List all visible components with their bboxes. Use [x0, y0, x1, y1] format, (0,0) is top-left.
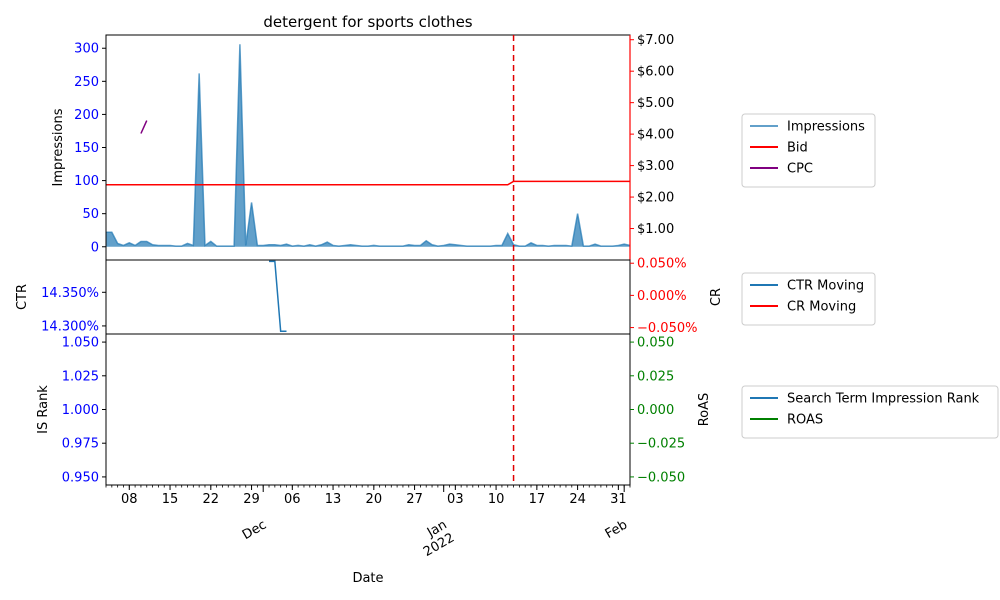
x-tick-label: 20: [366, 492, 383, 507]
x-tick-label: 03: [447, 492, 464, 507]
right-tick-label: 0.025: [637, 369, 674, 384]
right-tick-label: −0.025: [637, 437, 685, 452]
x-tick-label: 27: [406, 492, 423, 507]
x-month-label-line: Feb: [603, 517, 630, 542]
right-tick-label: −0.050%: [637, 321, 697, 336]
right-tick-label: $6.00: [637, 65, 674, 80]
right-axis-label: CR: [709, 288, 724, 306]
ctr-moving-line: [269, 260, 287, 333]
left-tick-label: 1.050: [62, 336, 99, 351]
right-tick-label: 0.000: [637, 403, 674, 418]
x-tick-label: 29: [243, 492, 260, 507]
bid-line: [106, 180, 630, 186]
x-month-label-line: Dec: [240, 517, 269, 543]
right-tick-label: $1.00: [637, 222, 674, 237]
right-tick-label: $4.00: [637, 128, 674, 143]
left-tick-label: 1.000: [62, 403, 99, 418]
right-tick-label: 0.000%: [637, 289, 687, 304]
panel-frame-1: [105, 259, 631, 335]
right-tick-label: $3.00: [637, 159, 674, 174]
x-tick-label: 06: [284, 492, 301, 507]
legend-box: [741, 385, 999, 439]
x-axis-label: Date: [352, 571, 383, 586]
impressions-line: [106, 44, 630, 247]
legend-label: CPC: [787, 162, 813, 177]
x-tick-label: 24: [569, 492, 586, 507]
right-tick-label: $5.00: [637, 96, 674, 111]
legend-label: CTR Moving: [787, 279, 864, 294]
right-tick-label: 0.050%: [637, 257, 687, 272]
left-tick-label: 0.950: [62, 470, 99, 485]
left-tick-label: 250: [74, 75, 99, 90]
cpc-line: [140, 120, 148, 134]
left-axis-label: Impressions: [51, 108, 66, 186]
left-tick-label: 0.975: [62, 437, 99, 452]
left-tick-label: 0: [91, 240, 99, 255]
left-tick-label: 1.025: [62, 369, 99, 384]
right-tick-label: −0.050: [637, 470, 685, 485]
x-tick-label: 13: [325, 492, 342, 507]
left-tick-label: 14.350%: [41, 286, 99, 301]
x-tick-label: 22: [203, 492, 220, 507]
legend-label: CR Moving: [787, 300, 856, 315]
x-tick-label: 10: [488, 492, 505, 507]
legend-label: Search Term Impression Rank: [787, 392, 980, 407]
left-tick-label: 150: [74, 141, 99, 156]
left-tick-label: 14.300%: [41, 319, 99, 334]
panel-plot-area-0: [106, 44, 630, 247]
left-axis-label: CTR: [15, 284, 30, 310]
panel-plot-area-1: [269, 260, 287, 333]
legend-label: Bid: [787, 141, 808, 156]
legend-label: ROAS: [787, 413, 823, 428]
left-axis-label: IS Rank: [36, 385, 51, 434]
left-tick-label: 300: [74, 42, 99, 57]
left-tick-label: 100: [74, 174, 99, 189]
left-tick-label: 200: [74, 108, 99, 123]
x-tick-label: 15: [162, 492, 179, 507]
left-tick-label: 50: [82, 207, 99, 222]
chart-title: detergent for sports clothes: [263, 13, 472, 31]
panel-frame-2: [105, 333, 631, 486]
x-tick-label: 31: [610, 492, 627, 507]
right-tick-label: 0.050: [637, 336, 674, 351]
x-month-label: Jan2022: [414, 517, 458, 560]
x-tick-label: 17: [529, 492, 546, 507]
impressions-area: [106, 44, 630, 247]
panel-frame-0: [105, 34, 631, 261]
x-tick-label: 08: [121, 492, 138, 507]
legend-label: Impressions: [787, 120, 865, 135]
x-month-label: Feb: [603, 517, 630, 542]
x-month-label: Dec: [240, 517, 269, 543]
right-axis-label: RoAS: [697, 393, 712, 427]
right-tick-label: $7.00: [637, 33, 674, 48]
right-tick-label: $2.00: [637, 191, 674, 206]
